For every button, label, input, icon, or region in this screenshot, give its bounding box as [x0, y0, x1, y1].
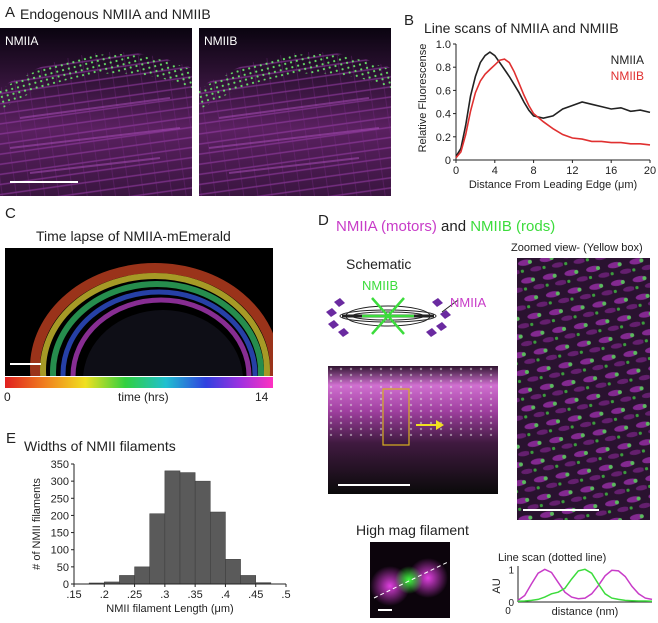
y-tick-label: 0 — [508, 598, 514, 609]
nmiib-micrograph: NMIIB — [199, 28, 391, 196]
y-tick-label: 300 — [51, 476, 69, 488]
nmiia-channel-label: NMIIA — [5, 34, 39, 48]
panel-d-title-nmiia: NMIIA (motors) — [336, 218, 437, 235]
panel-c-letter: C — [5, 205, 16, 222]
overlay-image — [328, 366, 498, 494]
linescan-title: Line scan (dotted line) — [498, 552, 607, 564]
y-tick-label: 0.4 — [436, 109, 451, 121]
schematic-title: Schematic — [346, 256, 412, 272]
y-tick-label: 0 — [445, 155, 451, 167]
panel-d-letter: D — [318, 212, 329, 229]
series-line-nmiib — [455, 58, 651, 159]
histogram-bar — [119, 575, 135, 585]
y-tick-label: 1 — [508, 565, 514, 576]
nmiia-micrograph: NMIIA — [0, 28, 192, 196]
x-tick-label: 0 — [505, 606, 511, 617]
y-axis-label: Relative Fluorescense — [417, 44, 429, 153]
au-series-line — [517, 568, 653, 602]
zoom-title: Zoomed view- (Yellow box) — [511, 242, 643, 254]
panel-d-title-and: and — [436, 218, 471, 235]
panel-c-title: Time lapse of NMIIA-mEmerald — [36, 228, 231, 244]
x-tick-label: 4 — [492, 165, 498, 177]
schematic-diagram — [326, 297, 459, 337]
y-axis-label: # of NMII filaments — [31, 478, 43, 570]
schematic-label-nmiib: NMIIB — [362, 278, 399, 293]
panel-e-letter: E — [6, 430, 17, 447]
y-tick-label: 50 — [57, 562, 69, 574]
zoomed-micrograph — [517, 258, 650, 520]
histogram-bar — [194, 480, 211, 585]
histogram-bar — [164, 470, 181, 585]
histogram-bar — [240, 575, 256, 585]
histogram-bar — [179, 472, 196, 585]
x-tick-label: 8 — [531, 165, 537, 177]
legend-entry-nmiib: NMIIB — [611, 69, 644, 83]
y-tick-label: 350 — [51, 459, 69, 471]
timelapse-micrograph — [5, 248, 273, 376]
au-series-line — [517, 568, 653, 603]
x-axis-label: NMII filament Length (μm) — [106, 603, 233, 615]
x-tick-label: .3 — [160, 589, 169, 601]
x-tick-label: 0 — [453, 165, 459, 177]
panel-b-letter: B — [404, 12, 415, 29]
x-tick-label: .5 — [281, 589, 290, 601]
x-axis-label: Distance From Leading Edge (μm) — [469, 179, 637, 191]
panel-a-title: Endogenous NMIIA and NMIIB — [20, 6, 211, 22]
y-tick-label: 100 — [51, 545, 69, 557]
width-histogram: 0 50 100 150 200 250 300 350 .15 .2 .25 .3 .35 .4 .45.… — [31, 459, 291, 615]
x-tick-label: .4 — [221, 589, 230, 601]
panel-a-letter: A — [5, 4, 16, 21]
y-tick-label: 1.0 — [436, 39, 451, 51]
timelapse-image — [10, 263, 273, 376]
nmiia-motor-heads-icon — [326, 298, 451, 337]
y-tick-label: 0.2 — [436, 132, 451, 144]
x-tick-label: .45 — [248, 589, 263, 601]
nmiib-rods-icon — [362, 297, 414, 335]
x-tick-label: .2 — [100, 589, 109, 601]
histogram-bar — [225, 559, 241, 585]
histogram-bar — [149, 513, 166, 585]
panel-d-title-nmiib: NMIIB (rods) — [470, 218, 556, 235]
y-tick-label: 0.8 — [436, 62, 451, 74]
highmag-micrograph — [370, 542, 450, 618]
zoom-region-box — [382, 388, 410, 446]
y-tick-label: 150 — [51, 528, 69, 540]
y-axis-label: AU — [491, 578, 503, 593]
series-line-nmiia — [455, 51, 651, 157]
x-tick-label: .35 — [187, 589, 202, 601]
y-tick-label: 200 — [51, 510, 69, 522]
highmag-image — [370, 558, 449, 611]
nmiia-nmiib-overlay-micrograph — [328, 366, 498, 494]
colorbar-label: time (hrs) — [118, 390, 169, 404]
colorbar-max: 14 — [255, 390, 269, 404]
histogram-bar — [134, 566, 150, 585]
line-scan-chart: 0 0.2 0.4 0.6 0.8 1.0 0 4 8 12 16 20 Distance From L… — [417, 39, 656, 191]
x-tick-label: 16 — [605, 165, 617, 177]
y-tick-label: 0.6 — [436, 85, 451, 97]
nmiia-micrograph-image — [0, 28, 192, 196]
panel-d-title: NMIIA (motors) and NMIIB (rods) — [336, 218, 555, 235]
panel-e-title: Widths of NMII filaments — [24, 438, 176, 454]
y-tick-label: 250 — [51, 493, 69, 505]
nmiib-micrograph-image — [199, 28, 391, 196]
nmiib-channel-label: NMIIB — [204, 34, 238, 48]
colorbar-min: 0 — [4, 390, 11, 404]
y-tick-label: 0 — [63, 579, 69, 591]
panel-b-title: Line scans of NMIIA and NMIIB — [424, 20, 619, 36]
histogram-bar — [210, 511, 226, 585]
legend-entry-nmiia: NMIIA — [611, 53, 644, 67]
zoomed-image — [517, 258, 650, 520]
x-axis-label: distance (nm) — [552, 606, 619, 618]
au-linescan-chart: 0 1 AU 0 distance (nm) — [491, 565, 653, 618]
x-tick-label: 12 — [566, 165, 578, 177]
schematic-label-nmiia: NMIIA — [450, 295, 487, 310]
x-tick-label: .15 — [66, 589, 81, 601]
highmag-title: High mag filament — [356, 522, 469, 538]
x-tick-label: .25 — [127, 589, 142, 601]
x-tick-label: 20 — [644, 165, 656, 177]
time-colorbar — [5, 377, 273, 388]
